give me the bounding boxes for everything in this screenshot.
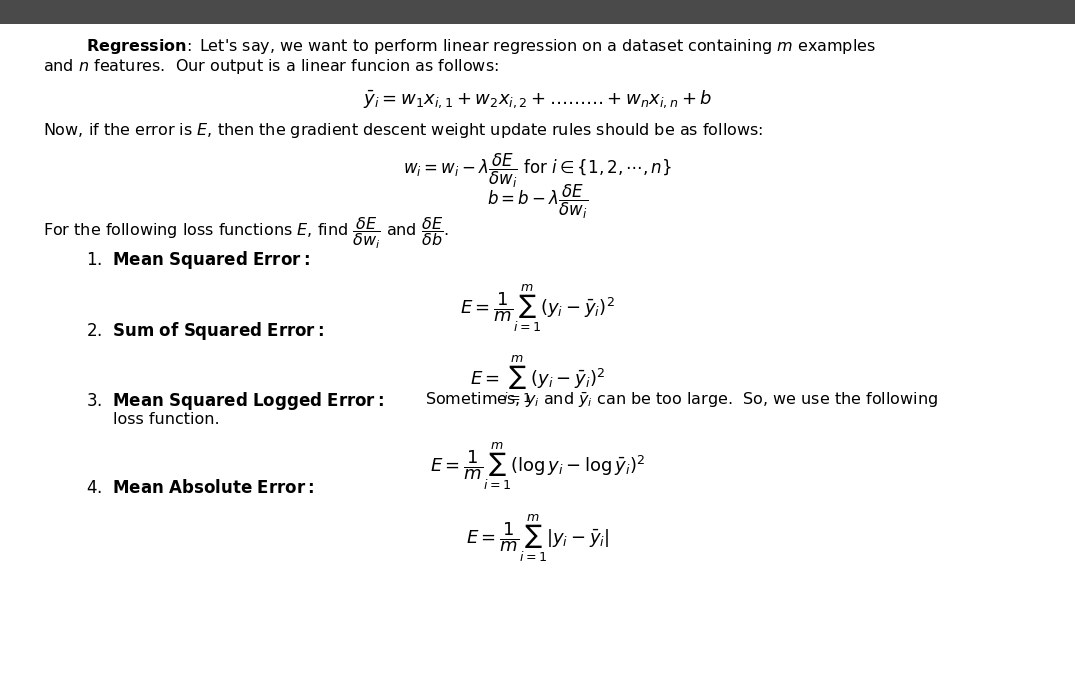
Text: Let's say, we want to perform linear regression on a dataset containing $m$ exam: Let's say, we want to perform linear reg…: [199, 37, 876, 56]
Text: $E = \dfrac{1}{m}\sum_{i=1}^{m}(y_i - \bar{y}_i)^2$: $E = \dfrac{1}{m}\sum_{i=1}^{m}(y_i - \b…: [461, 283, 615, 334]
Text: $E = \dfrac{1}{m}\sum_{i=1}^{m}|y_i - \bar{y}_i|$: $E = \dfrac{1}{m}\sum_{i=1}^{m}|y_i - \b…: [466, 513, 610, 565]
Text: $E = \sum_{i=1}^{m}(y_i - \bar{y}_i)^2$: $E = \sum_{i=1}^{m}(y_i - \bar{y}_i)^2$: [470, 353, 605, 405]
Text: $E = \dfrac{1}{m}\sum_{i=1}^{m}(\log y_i - \log \bar{y}_i)^2$: $E = \dfrac{1}{m}\sum_{i=1}^{m}(\log y_i…: [429, 441, 645, 493]
Text: Sometimes, $y_i$ and $\bar{y}_i$ can be too large.  So, we use the following: Sometimes, $y_i$ and $\bar{y}_i$ can be …: [425, 390, 937, 410]
Text: Now, if the error is $E$, then the gradient descent weight update rules should b: Now, if the error is $E$, then the gradi…: [43, 121, 763, 140]
Text: 1.  $\bf{Mean\ Squared\ Error:}$: 1. $\bf{Mean\ Squared\ Error:}$: [86, 249, 310, 271]
Text: 4.  $\bf{Mean\ Absolute\ Error:}$: 4. $\bf{Mean\ Absolute\ Error:}$: [86, 479, 315, 497]
Text: 3.  $\bf{Mean\ Squared\ Logged\ Error:}$: 3. $\bf{Mean\ Squared\ Logged\ Error:}$: [86, 390, 389, 413]
Text: and $n$ features.  Our output is a linear funcion as follows:: and $n$ features. Our output is a linear…: [43, 57, 499, 76]
Text: $\bar{y}_i = w_1 x_{i,1} + w_2 x_{i,2} + \ldots\ldots\ldots + w_n x_{i,n} + b$: $\bar{y}_i = w_1 x_{i,1} + w_2 x_{i,2} +…: [363, 89, 712, 110]
Text: loss function.: loss function.: [112, 412, 219, 427]
Text: $w_i = w_i - \lambda\dfrac{\delta E}{\delta w_i}$ for $i \in \{1, 2, \cdots, n\}: $w_i = w_i - \lambda\dfrac{\delta E}{\de…: [403, 151, 672, 190]
Text: 2.  $\bf{Sum\ of\ Squared\ Error:}$: 2. $\bf{Sum\ of\ Squared\ Error:}$: [86, 320, 324, 342]
Text: For the following loss functions $E$, find $\dfrac{\delta E}{\delta w_i}$ and $\: For the following loss functions $E$, fi…: [43, 215, 449, 251]
FancyBboxPatch shape: [0, 0, 1075, 24]
Text: $\bf{Regression}$:: $\bf{Regression}$:: [86, 37, 193, 56]
Text: $b = b - \lambda\dfrac{\delta E}{\delta w_i}$: $b = b - \lambda\dfrac{\delta E}{\delta …: [486, 183, 588, 221]
